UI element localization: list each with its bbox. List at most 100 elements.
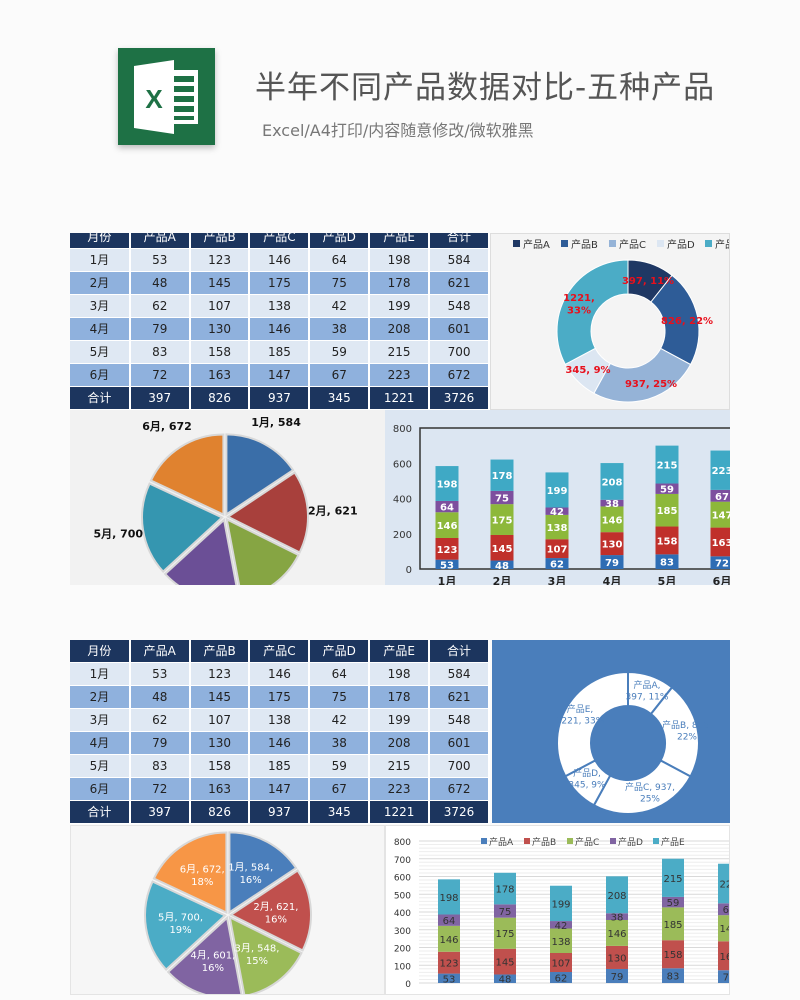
data-label: 6月, 672, 18% — [180, 864, 225, 889]
bar-value-label: 215 — [657, 461, 678, 472]
bar-value-label: 138 — [551, 937, 570, 948]
table-row: 2月 48 145 175 75 178 621 — [70, 685, 490, 709]
bar-segment — [550, 921, 572, 929]
y-tick-label: 400 — [394, 909, 411, 919]
bar-segment — [490, 560, 514, 569]
bar-value-label: 146 — [439, 935, 458, 946]
column-header: 产品B — [189, 233, 251, 249]
legend-label: 产品B — [532, 836, 556, 848]
table-cell: 345 — [309, 386, 371, 410]
table-cell: 3月 — [70, 294, 131, 318]
table-cell: 548 — [429, 294, 490, 318]
bar-segment — [550, 971, 572, 983]
legend-swatch — [567, 838, 573, 844]
bar-value-label: 53 — [440, 560, 454, 571]
bar-value-label: 146 — [602, 515, 623, 526]
data-table-1: 月份 产品A 产品B 产品C 产品D 产品E 合计 1月 53 123 146 64 198 584 2月 4… — [70, 233, 490, 410]
x-tick-label: 5月 — [658, 575, 677, 585]
bar-value-label: 48 — [499, 975, 512, 986]
pie-slice — [141, 482, 224, 573]
table-cell: 215 — [369, 340, 431, 364]
table-cell: 198 — [369, 662, 431, 686]
table-cell: 38 — [309, 731, 371, 755]
bar-value-label: 38 — [605, 499, 619, 510]
legend-label: 产品D — [618, 836, 643, 848]
bar-value-label: 145 — [492, 544, 513, 555]
column-header: 产品E — [369, 233, 431, 249]
table-cell: 2月 — [70, 271, 131, 295]
pie-slice — [166, 915, 243, 994]
bar-segment — [655, 493, 679, 527]
bar-value-label: 79 — [605, 558, 619, 569]
table-cell: 107 — [189, 708, 251, 732]
data-label: 2月, 621 — [308, 504, 358, 517]
page-subtitle: Excel/A4打印/内容随意修改/微软雅黑 — [262, 121, 534, 140]
bar-segment — [438, 973, 460, 983]
bar-segment — [494, 904, 516, 918]
bar-value-label: 123 — [439, 959, 458, 970]
table-cell: 38 — [309, 317, 371, 341]
table-row: 2月 48 145 175 75 178 621 — [70, 271, 490, 295]
y-tick-label: 500 — [394, 891, 411, 901]
table-cell: 178 — [369, 685, 431, 709]
table-cell: 138 — [249, 294, 311, 318]
data-label: 3月, 548, 15% — [234, 942, 279, 967]
table-cell: 合计 — [70, 800, 131, 824]
bar-value-label: 75 — [495, 494, 509, 505]
table-cell: 147 — [249, 363, 311, 387]
data-label: 5月, 700 — [93, 527, 143, 540]
table-cell: 67 — [309, 777, 371, 801]
table-cell: 208 — [369, 731, 431, 755]
bar-value-label: 198 — [439, 893, 458, 904]
table-cell: 397 — [129, 386, 191, 410]
bar-segment — [545, 514, 569, 540]
table-cell: 175 — [249, 271, 311, 295]
bar-value-label: 130 — [607, 953, 626, 964]
bar-segment — [600, 532, 624, 556]
table-cell: 548 — [429, 708, 490, 732]
table-row: 4月 79 130 146 38 208 601 — [70, 317, 490, 341]
bar-value-label: 185 — [663, 920, 682, 931]
bar-value-label: 175 — [495, 929, 514, 940]
table-cell: 62 — [129, 294, 191, 318]
bar-segment — [710, 489, 730, 502]
bar-value-label: 75 — [499, 907, 512, 918]
y-tick-label: 300 — [394, 927, 411, 937]
pie-slice — [228, 869, 312, 952]
table-cell: 42 — [309, 708, 371, 732]
column-header: 合计 — [429, 640, 490, 663]
table-cell: 53 — [129, 248, 191, 272]
data-label: 826, 22% — [661, 316, 713, 327]
legend-swatch — [705, 240, 712, 247]
table-cell: 826 — [189, 800, 251, 824]
pie-chart-2: 1月, 584, 16% 2月, 621, 16% 3月, 548, 15% 4月, 601… — [70, 825, 385, 995]
bar-value-label: 67 — [723, 905, 730, 916]
bar-value-label: 138 — [547, 523, 568, 534]
table-cell: 215 — [369, 754, 431, 778]
bar-chart-1: 0 200 400 600 800 53 123 146 64 198 1月 48 145 175 75 17… — [385, 410, 730, 585]
table-cell: 67 — [309, 363, 371, 387]
table-cell: 42 — [309, 294, 371, 318]
bar-segment — [710, 556, 730, 569]
bar-value-label: 163 — [712, 538, 730, 549]
data-label: 345, 9% — [565, 365, 610, 376]
bar-value-label: 83 — [660, 558, 674, 569]
legend-swatch — [657, 240, 664, 247]
table-cell: 59 — [309, 754, 371, 778]
bar-segment — [600, 555, 624, 569]
column-header: 产品D — [309, 233, 371, 249]
table-cell: 62 — [129, 708, 191, 732]
table-cell: 185 — [249, 340, 311, 364]
bar-value-label: 175 — [492, 516, 513, 527]
table-cell: 826 — [189, 386, 251, 410]
bar-segment — [545, 539, 569, 559]
table-cell: 1月 — [70, 662, 131, 686]
bar-segment — [494, 974, 516, 983]
bar-value-label: 107 — [551, 958, 570, 969]
table-cell: 621 — [429, 271, 490, 295]
table-cell: 700 — [429, 754, 490, 778]
y-tick-label: 800 — [393, 424, 412, 435]
y-tick-label: 600 — [393, 459, 412, 470]
pie-slice — [225, 433, 295, 517]
bar-segment — [550, 885, 572, 922]
